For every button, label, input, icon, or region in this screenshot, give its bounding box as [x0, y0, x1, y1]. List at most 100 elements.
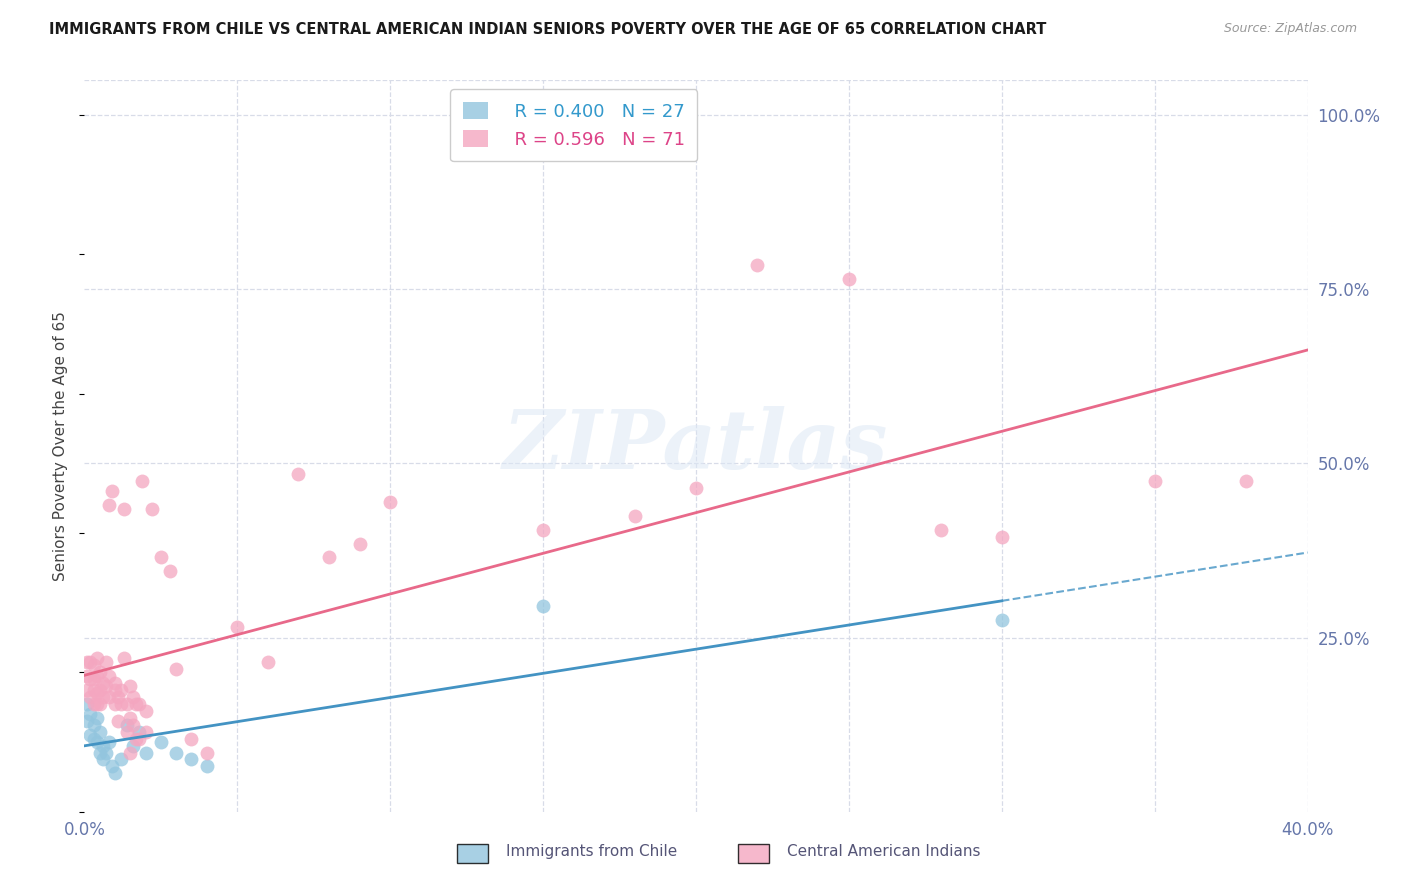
Point	[89, 665, 111, 680]
Point	[83, 682, 105, 697]
Point	[128, 731, 150, 746]
Point	[104, 697, 127, 711]
Point	[195, 746, 218, 760]
Point	[83, 697, 105, 711]
Point	[112, 501, 135, 516]
Point	[76, 682, 98, 697]
Point	[76, 697, 98, 711]
Point	[110, 752, 132, 766]
Point	[991, 613, 1014, 627]
Point	[287, 467, 309, 481]
Point	[180, 731, 202, 746]
Point	[135, 724, 157, 739]
Point	[195, 759, 218, 773]
Point	[128, 697, 150, 711]
Point	[159, 565, 181, 579]
Point	[107, 714, 129, 728]
Point	[86, 669, 108, 683]
Point	[89, 697, 111, 711]
Point	[107, 690, 129, 704]
Point	[929, 523, 952, 537]
Point	[91, 752, 114, 766]
Point	[135, 704, 157, 718]
Point	[91, 739, 114, 753]
Point	[76, 669, 98, 683]
Point	[76, 655, 98, 669]
Point	[104, 676, 127, 690]
Point	[120, 679, 142, 693]
Point	[226, 620, 249, 634]
Point	[165, 662, 187, 676]
Point	[120, 711, 142, 725]
Point	[110, 682, 132, 697]
Point	[531, 599, 554, 614]
Point	[380, 494, 402, 508]
Point	[97, 498, 120, 512]
Point	[94, 655, 117, 669]
Point	[141, 501, 163, 516]
Point	[120, 746, 142, 760]
Point	[79, 655, 101, 669]
Y-axis label: Seniors Poverty Over the Age of 65: Seniors Poverty Over the Age of 65	[53, 311, 69, 581]
Point	[1236, 474, 1258, 488]
Point	[349, 536, 371, 550]
Point	[86, 697, 108, 711]
Point	[79, 707, 101, 722]
Point	[149, 550, 172, 565]
Point	[91, 690, 114, 704]
Point	[83, 731, 105, 746]
Point	[531, 523, 554, 537]
Legend:   R = 0.400   N = 27,   R = 0.596   N = 71: R = 0.400 N = 27, R = 0.596 N = 71	[450, 89, 697, 161]
Point	[97, 690, 120, 704]
Point	[79, 728, 101, 742]
Point	[97, 735, 120, 749]
Point	[97, 669, 120, 683]
Point	[125, 697, 148, 711]
Point	[624, 508, 647, 523]
Text: IMMIGRANTS FROM CHILE VS CENTRAL AMERICAN INDIAN SENIORS POVERTY OVER THE AGE OF: IMMIGRANTS FROM CHILE VS CENTRAL AMERICA…	[49, 22, 1046, 37]
Point	[79, 673, 101, 687]
Point	[838, 272, 860, 286]
Point	[79, 690, 101, 704]
Point	[180, 752, 202, 766]
Point	[86, 711, 108, 725]
Point	[101, 484, 124, 499]
Point	[110, 697, 132, 711]
Point	[747, 258, 769, 272]
Point	[94, 679, 117, 693]
Point	[122, 739, 145, 753]
Point	[125, 731, 148, 746]
Text: Source: ZipAtlas.com: Source: ZipAtlas.com	[1223, 22, 1357, 36]
Point	[104, 766, 127, 780]
Text: Immigrants from Chile: Immigrants from Chile	[506, 845, 678, 859]
Text: ZIPatlas: ZIPatlas	[503, 406, 889, 486]
Point	[91, 676, 114, 690]
Text: Central American Indians: Central American Indians	[787, 845, 981, 859]
Point	[104, 682, 127, 697]
Point	[83, 673, 105, 687]
Point	[101, 759, 124, 773]
Point	[1143, 474, 1166, 488]
Point	[83, 658, 105, 673]
Point	[112, 651, 135, 665]
Point	[135, 746, 157, 760]
Point	[115, 724, 138, 739]
Point	[86, 686, 108, 700]
Point	[115, 717, 138, 731]
Point	[685, 481, 707, 495]
Point	[86, 735, 108, 749]
Point	[89, 724, 111, 739]
Point	[94, 746, 117, 760]
Point	[149, 735, 172, 749]
Point	[165, 746, 187, 760]
Point	[257, 655, 280, 669]
Point	[991, 530, 1014, 544]
Point	[122, 717, 145, 731]
Point	[89, 682, 111, 697]
Point	[86, 651, 108, 665]
Point	[318, 550, 340, 565]
Point	[83, 717, 105, 731]
Point	[131, 474, 153, 488]
Point	[128, 724, 150, 739]
Point	[115, 697, 138, 711]
